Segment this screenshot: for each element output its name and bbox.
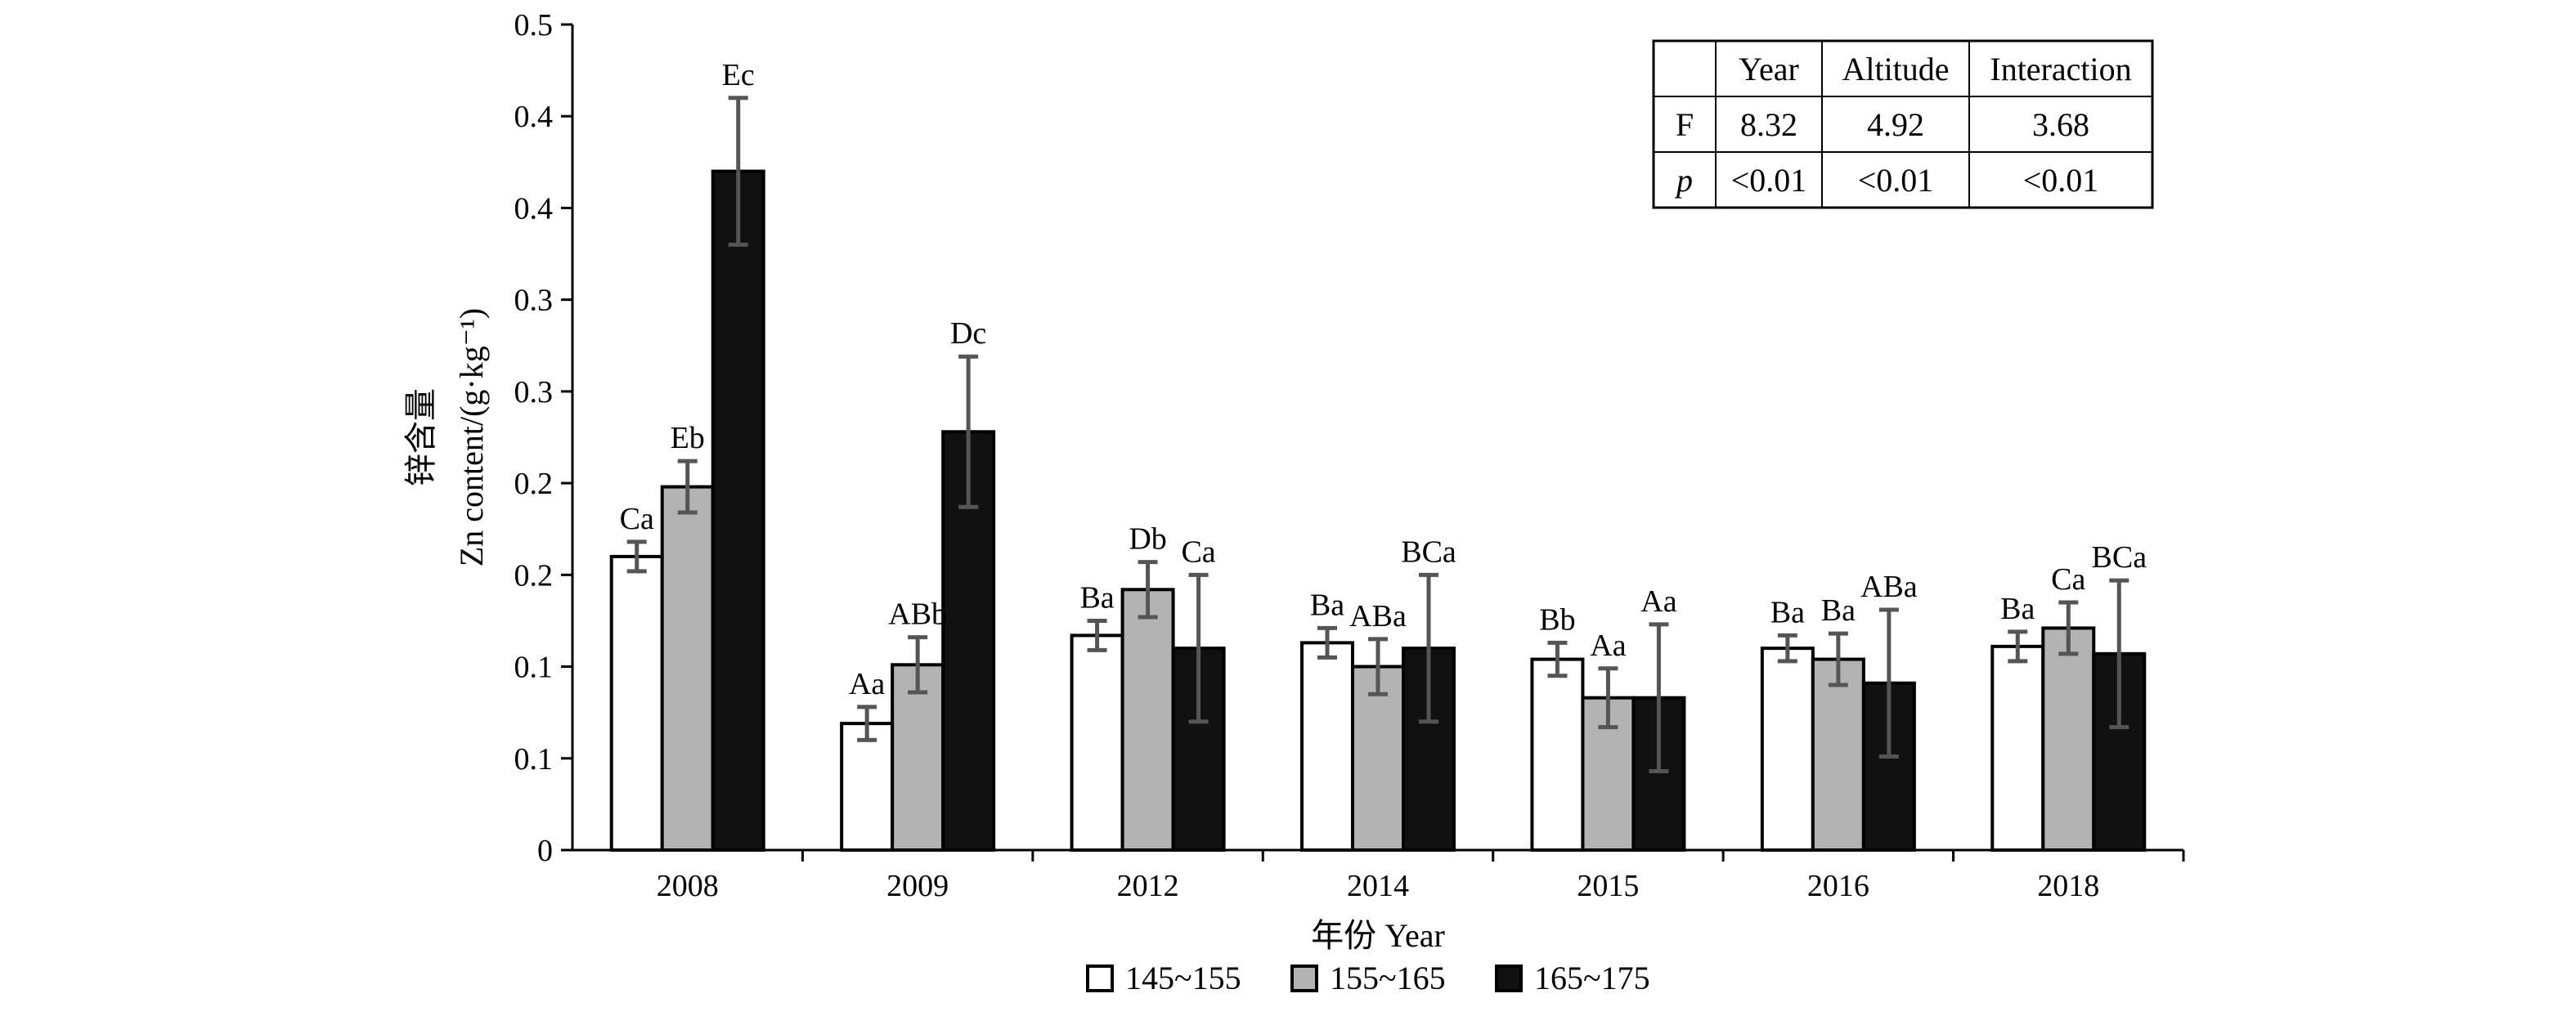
error-bar-marks xyxy=(626,96,2129,773)
legend-label: 145~155 xyxy=(1125,960,1241,996)
significance-label: Ec xyxy=(722,58,755,92)
table-cell: p xyxy=(1674,162,1693,199)
significance-label: Ca xyxy=(2051,562,2085,597)
legend-swatch xyxy=(1495,965,1523,992)
legend-label: 155~165 xyxy=(1330,960,1446,996)
bar xyxy=(1300,641,1354,853)
bar xyxy=(1990,644,2045,852)
significance-label: BCa xyxy=(1401,535,1456,569)
significance-label: ABa xyxy=(1860,570,1918,604)
significance-label: Ba xyxy=(1770,595,1805,629)
y-tick-label: 0 xyxy=(537,834,553,868)
significance-label: Aa xyxy=(1640,584,1676,619)
x-tick-label: 2012 xyxy=(1117,869,1179,903)
y-tick-label: 0.3 xyxy=(514,375,554,410)
y-tick-label: 0.4 xyxy=(514,100,554,134)
significance-label: ABa xyxy=(1349,599,1407,633)
significance-label: BCa xyxy=(2092,540,2147,575)
y-tick-label: 0.1 xyxy=(514,742,554,777)
significance-label: Dc xyxy=(950,316,986,351)
table-cell: 3.68 xyxy=(2032,106,2089,143)
table-border xyxy=(1652,39,2154,209)
x-tick-label: 2009 xyxy=(886,869,949,903)
y-tick-label: 0.5 xyxy=(514,8,554,43)
significance-label: Bb xyxy=(1539,602,1575,637)
significance-label: ABb xyxy=(888,598,947,632)
x-tick-label: 2014 xyxy=(1347,869,1409,903)
significance-label: Ba xyxy=(1821,593,1856,628)
y-tick-label: 0.3 xyxy=(514,284,554,318)
bar xyxy=(840,722,895,853)
significance-label: Ba xyxy=(2000,592,2035,626)
y-tick-label: 0.1 xyxy=(514,651,554,685)
significance-label: Ca xyxy=(1181,535,1215,569)
bar xyxy=(1120,588,1175,852)
x-tick-label: 2018 xyxy=(2037,869,2099,903)
bar xyxy=(1351,665,1405,852)
table-cell: 4.92 xyxy=(1867,106,1924,143)
significance-label: Aa xyxy=(849,667,885,701)
x-axis-title: 年份 Year xyxy=(1311,917,1445,954)
bar xyxy=(711,169,765,853)
table-header-cell: Altitude xyxy=(1842,51,1949,87)
x-tick-label: 2016 xyxy=(1807,869,1869,903)
legend-label: 165~175 xyxy=(1534,960,1650,996)
legend-swatch xyxy=(1290,965,1318,992)
significance-label: Eb xyxy=(671,421,705,455)
significance-label: Ba xyxy=(1310,588,1344,622)
x-tick-label: 2015 xyxy=(1577,869,1639,903)
chart-axes: 0 0.1 0.1 0.2 0.2 0.3 0.3 0.4 0.4 0.5 2008 2009 2012… xyxy=(402,8,2185,954)
bar xyxy=(1070,633,1124,853)
table-cell: <0.01 xyxy=(2023,162,2099,199)
table-header-cell: Interaction xyxy=(1990,51,2131,87)
table-header-cell: Year xyxy=(1739,51,1799,87)
legend-swatch xyxy=(1086,965,1114,992)
y-tick-label: 0.4 xyxy=(514,191,554,226)
bar xyxy=(609,554,664,853)
anova-stats-table: Year Altitude Interaction F 8.32 4.92 3.68 p <0.… xyxy=(1652,39,2154,209)
y-tick-label: 0.2 xyxy=(514,467,554,501)
significance-label: Db xyxy=(1129,522,1166,557)
bar-marks xyxy=(609,169,2147,853)
bar xyxy=(891,663,945,852)
significance-label: Ca xyxy=(620,502,654,536)
x-tick-label: 2008 xyxy=(657,869,719,903)
y-axis-title-cn: 锌含量 xyxy=(402,388,439,486)
significance-label: Ba xyxy=(1079,580,1114,615)
table-cell: <0.01 xyxy=(1731,162,1807,199)
table-cell: 8.32 xyxy=(1740,106,1797,143)
y-axis-title-en: Zn content/(g·kg⁻¹) xyxy=(453,308,490,566)
bar xyxy=(1811,657,1865,852)
significance-label: Aa xyxy=(1590,629,1626,663)
bar xyxy=(1760,647,1815,852)
bar xyxy=(1530,657,1585,852)
bar xyxy=(660,485,715,852)
bar xyxy=(2041,626,2096,853)
y-tick-label: 0.2 xyxy=(514,558,554,593)
legend: 145~155 155~165 165~175 xyxy=(1086,960,1650,996)
table-cell: F xyxy=(1676,106,1694,143)
table-cell: <0.01 xyxy=(1858,162,1934,199)
